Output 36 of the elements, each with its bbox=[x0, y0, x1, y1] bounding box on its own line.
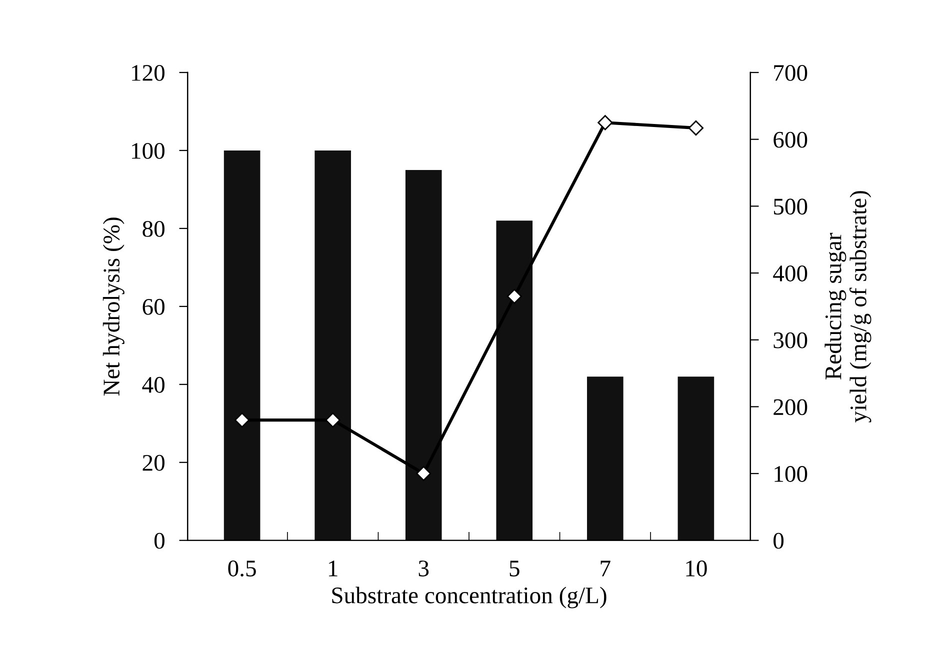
y-tick-label: 120 bbox=[132, 64, 164, 81]
y2-tick-label: 300 bbox=[774, 332, 808, 348]
y2-axis-title: Reducing sugar yield (mg/g of substrate) bbox=[824, 191, 872, 423]
point bbox=[598, 115, 613, 130]
x-tick-label: 1 bbox=[329, 560, 338, 576]
bar bbox=[496, 220, 533, 540]
point bbox=[234, 412, 250, 428]
point bbox=[325, 412, 340, 428]
x-tick-label: 10 bbox=[686, 560, 707, 576]
x-tick-label: 5 bbox=[510, 560, 520, 576]
y2-tick-label: 400 bbox=[773, 266, 808, 282]
y-tick-label: 60 bbox=[142, 298, 164, 315]
y2-tick-label: 100 bbox=[774, 466, 808, 482]
bar bbox=[405, 170, 442, 540]
point bbox=[688, 120, 704, 136]
x-tick-label: 3 bbox=[418, 560, 429, 576]
y-tick-label: 20 bbox=[142, 454, 164, 471]
y-tick-label: 80 bbox=[142, 220, 164, 237]
x-axis-title: Substrate concentration (g/L) bbox=[332, 586, 606, 608]
y-tick-label: 0 bbox=[154, 532, 164, 549]
y2-tick-label: 0 bbox=[774, 532, 784, 549]
bar bbox=[314, 150, 351, 540]
bar bbox=[224, 150, 260, 540]
bar bbox=[678, 376, 714, 540]
x-tick-label: 7 bbox=[600, 560, 610, 576]
y-tick-label: 40 bbox=[142, 376, 164, 393]
y-tick-label: 100 bbox=[132, 142, 164, 159]
y-axis-title: Net hydrolysis (%) bbox=[102, 218, 124, 396]
bar bbox=[587, 376, 624, 540]
y2-tick-label: 600 bbox=[774, 132, 808, 148]
y2-tick-label: 500 bbox=[774, 198, 808, 215]
point bbox=[416, 466, 432, 482]
point bbox=[506, 288, 522, 304]
y2-tick-label: 200 bbox=[774, 399, 808, 416]
y2-tick-label: 700 bbox=[774, 64, 808, 81]
x-tick-label: 0.5 bbox=[228, 560, 256, 577]
